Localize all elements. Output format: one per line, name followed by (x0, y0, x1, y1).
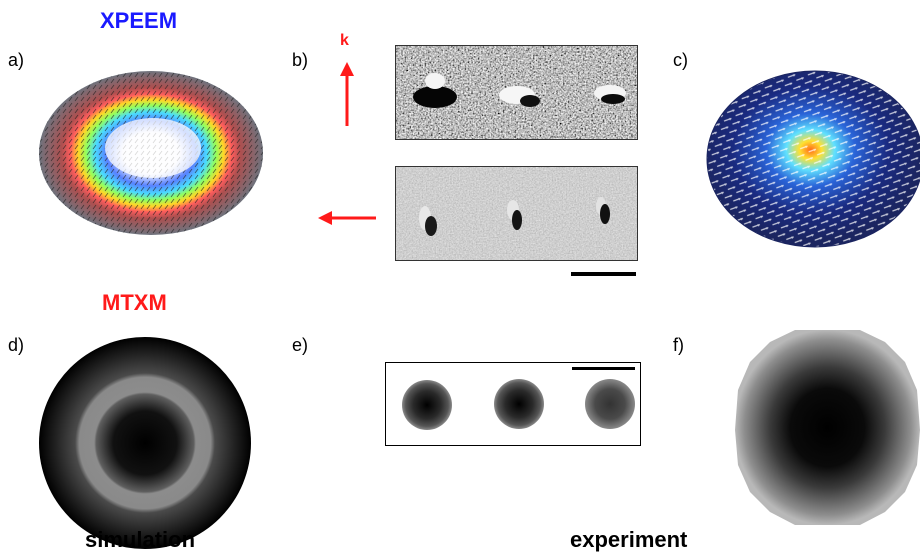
panel-label-a: a) (8, 50, 25, 70)
k-vector-label: k (340, 32, 349, 49)
panel-e-experiment-image (385, 362, 641, 446)
panel-d-simulation-image (39, 337, 251, 549)
xpeem-image-top (395, 45, 638, 140)
panel-a-spin-texture (39, 71, 263, 235)
panel-c-spin-texture (706, 70, 920, 248)
panel-label-f: f) (673, 335, 684, 355)
scale-bar-b (571, 272, 636, 276)
simulation-caption: simulation (85, 527, 196, 552)
panel-label-c: c) (673, 50, 688, 70)
panel-label-b: b) (292, 50, 309, 70)
k-up-arrow-icon (340, 62, 354, 126)
left-arrow-icon (318, 211, 376, 225)
xpeem-image-bottom (395, 166, 638, 261)
mtxm-title: MTXM (102, 290, 167, 315)
panel-f-enlarged-image (735, 330, 920, 525)
xpeem-title: XPEEM (100, 8, 178, 33)
panel-label-d: d) (8, 335, 25, 355)
panel-label-e: e) (292, 335, 309, 355)
experiment-caption: experiment (570, 527, 688, 552)
